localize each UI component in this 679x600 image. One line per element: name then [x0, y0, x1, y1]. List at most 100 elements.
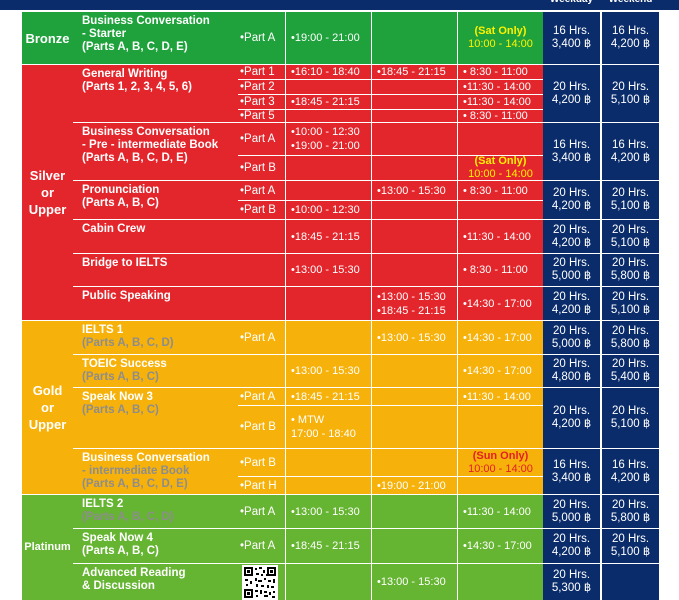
time-slot: •11:30 - 14:00 — [463, 390, 531, 403]
part-cell: •Part B — [237, 156, 285, 180]
time-slot: •13:00 - 15:30 — [377, 290, 446, 303]
time-slot-2: •19:00 - 21:00 — [372, 477, 457, 494]
time-slot-3 — [458, 477, 543, 494]
course-title: Business Conversation — [82, 452, 210, 464]
weekend-price: 16 Hrs. 4,200 ฿ — [602, 12, 659, 64]
price: 4,200 ฿ — [551, 546, 592, 558]
time-slot-2 — [372, 123, 457, 155]
time-slot: • MTW — [291, 414, 325, 426]
hours: 20 Hrs. — [552, 533, 591, 545]
course-name-cell: General Writing (Parts 1, 2, 3, 4, 5, 6) — [73, 65, 238, 122]
part-cell: •Part B — [237, 406, 285, 448]
price: 4,200 ฿ — [551, 236, 592, 249]
price: 5,100 ฿ — [610, 93, 651, 106]
time-slot-3: •14:30 - 17:00 — [458, 529, 543, 563]
time-slot-3 — [458, 12, 543, 64]
price: 4,200 ฿ — [551, 303, 592, 316]
part-label: •Part 5 — [240, 110, 275, 122]
weekday-header: Weekday — [543, 0, 600, 10]
course-subtitle: (Parts A, B, C) — [82, 404, 159, 416]
course-subtitle: - Pre - intermediate Book — [82, 139, 219, 151]
weekend-price: 20 Hrs. 5,100 ฿ — [602, 287, 659, 320]
time-slot-2: •13:00 - 15:30 — [372, 181, 457, 200]
course-title: Public Speaking — [82, 290, 171, 302]
hours: 20 Hrs. — [611, 405, 650, 417]
weekend-price: 20 Hrs. 5,100 ฿ — [602, 181, 659, 219]
note-label: (Sun Only) — [472, 449, 529, 462]
weekday-price: 16 Hrs. 3,400 ฿ — [543, 12, 600, 64]
time-slot: •13:00 - 15:30 — [377, 576, 446, 588]
time-slot: •14:30 - 17:00 — [463, 331, 532, 344]
time-slot-1: •18:45 - 21:15 — [286, 220, 371, 253]
price: 3,400 ฿ — [551, 38, 592, 50]
part-cell: •Part B — [237, 201, 285, 219]
price: 4,800 ฿ — [551, 371, 592, 383]
price: 4,200 ฿ — [610, 38, 651, 50]
price: 4,200 ฿ — [551, 200, 592, 212]
price: 4,200 ฿ — [551, 418, 592, 430]
weekend-header: Weekend — [602, 0, 659, 10]
time-slot-2 — [372, 201, 457, 219]
time-slot: •14:30 - 17:00 — [463, 540, 532, 552]
time-slot-1: •18:45 - 21:15 — [286, 388, 371, 405]
course-title: Business Conversation — [82, 126, 210, 138]
price: 3,400 ฿ — [551, 471, 592, 484]
level-platinum: Platinum — [22, 495, 73, 600]
weekend-price: 20 Hrs. 5,100 ฿ — [602, 65, 659, 122]
time-slot: •19:00 - 21:00 — [291, 140, 360, 152]
time-slot-1 — [286, 564, 371, 600]
price: 4,200 ฿ — [610, 471, 651, 484]
time-slot: • 8:30 - 11:00 — [463, 264, 528, 276]
part-label: •Part A — [240, 505, 276, 518]
course-subtitle: - intermediate Book — [82, 465, 190, 477]
time-slot-1: •10:00 - 12:30 — [286, 201, 371, 219]
course-title: Pronunciation — [82, 184, 160, 196]
time-slot: •10:00 - 12:30 — [291, 126, 360, 138]
price: 5,100 ฿ — [610, 303, 651, 316]
course-subtitle: (Parts A, B, C, D, E) — [82, 152, 188, 164]
part-cell: •Part A — [237, 181, 285, 200]
weekend-price: 20 Hrs. 5,100 ฿ — [602, 220, 659, 253]
time-slot: • 8:30 - 11:00 — [463, 110, 528, 122]
price: 4,200 ฿ — [610, 151, 651, 164]
time-slot-3 — [458, 123, 543, 155]
time-slot-3 — [458, 449, 543, 476]
weekend-price: 16 Hrs. 4,200 ฿ — [602, 123, 659, 180]
time-slot-1 — [286, 477, 371, 494]
time-slot-1 — [286, 321, 371, 354]
time-slot-2 — [372, 529, 457, 563]
time-slot-3: •11:30 - 14:00 — [458, 220, 543, 253]
part-label: •Part A — [240, 184, 276, 197]
part-label: •Part 2 — [240, 81, 275, 93]
time-slot-2 — [372, 220, 457, 253]
part-label: •Part B — [240, 456, 276, 469]
part-cell: •Part 2 — [237, 80, 285, 94]
time-slot: •19:00 - 21:00 — [291, 32, 360, 44]
hours: 20 Hrs. — [552, 187, 591, 199]
price: 5,000 ฿ — [551, 270, 592, 282]
part-cell: •Part A — [237, 321, 285, 354]
course-title: TOEIC Success — [82, 358, 167, 370]
weekend-price: 20 Hrs. 5,100 ฿ — [602, 529, 659, 563]
time-slot: •18:45 - 21:15 — [377, 304, 446, 317]
part-cell — [237, 254, 285, 286]
time-slot-2 — [372, 355, 457, 387]
course-subtitle: (Parts 1, 2, 3, 4, 5, 6) — [82, 81, 192, 93]
time-slot: •13:00 - 15:30 — [377, 331, 446, 344]
qr-code-image — [242, 565, 278, 600]
course-name-cell: Advanced Reading & Discussion — [73, 564, 238, 600]
time-slot-3: • 8:30 - 11:00 — [458, 110, 543, 122]
time-slot-3 — [458, 406, 543, 448]
part-label: •Part A — [240, 32, 276, 44]
weekend-price: 20 Hrs. 5,800 ฿ — [602, 495, 659, 528]
time-slot-1: •18:45 - 21:15 — [286, 95, 371, 109]
part-label: •Part B — [240, 421, 276, 433]
course-title: Cabin Crew — [82, 223, 146, 235]
course-title: Business Conversation — [82, 15, 210, 27]
time-slot-2: •13:00 - 15:30 — [372, 321, 457, 354]
time-slot-2 — [372, 12, 457, 64]
time-slot-3: •11:30 - 14:00 — [458, 80, 543, 94]
time-slot-2: •13:00 - 15:30 •18:45 - 21:15 — [372, 287, 457, 320]
time-slot: •11:30 - 14:00 — [463, 96, 531, 108]
